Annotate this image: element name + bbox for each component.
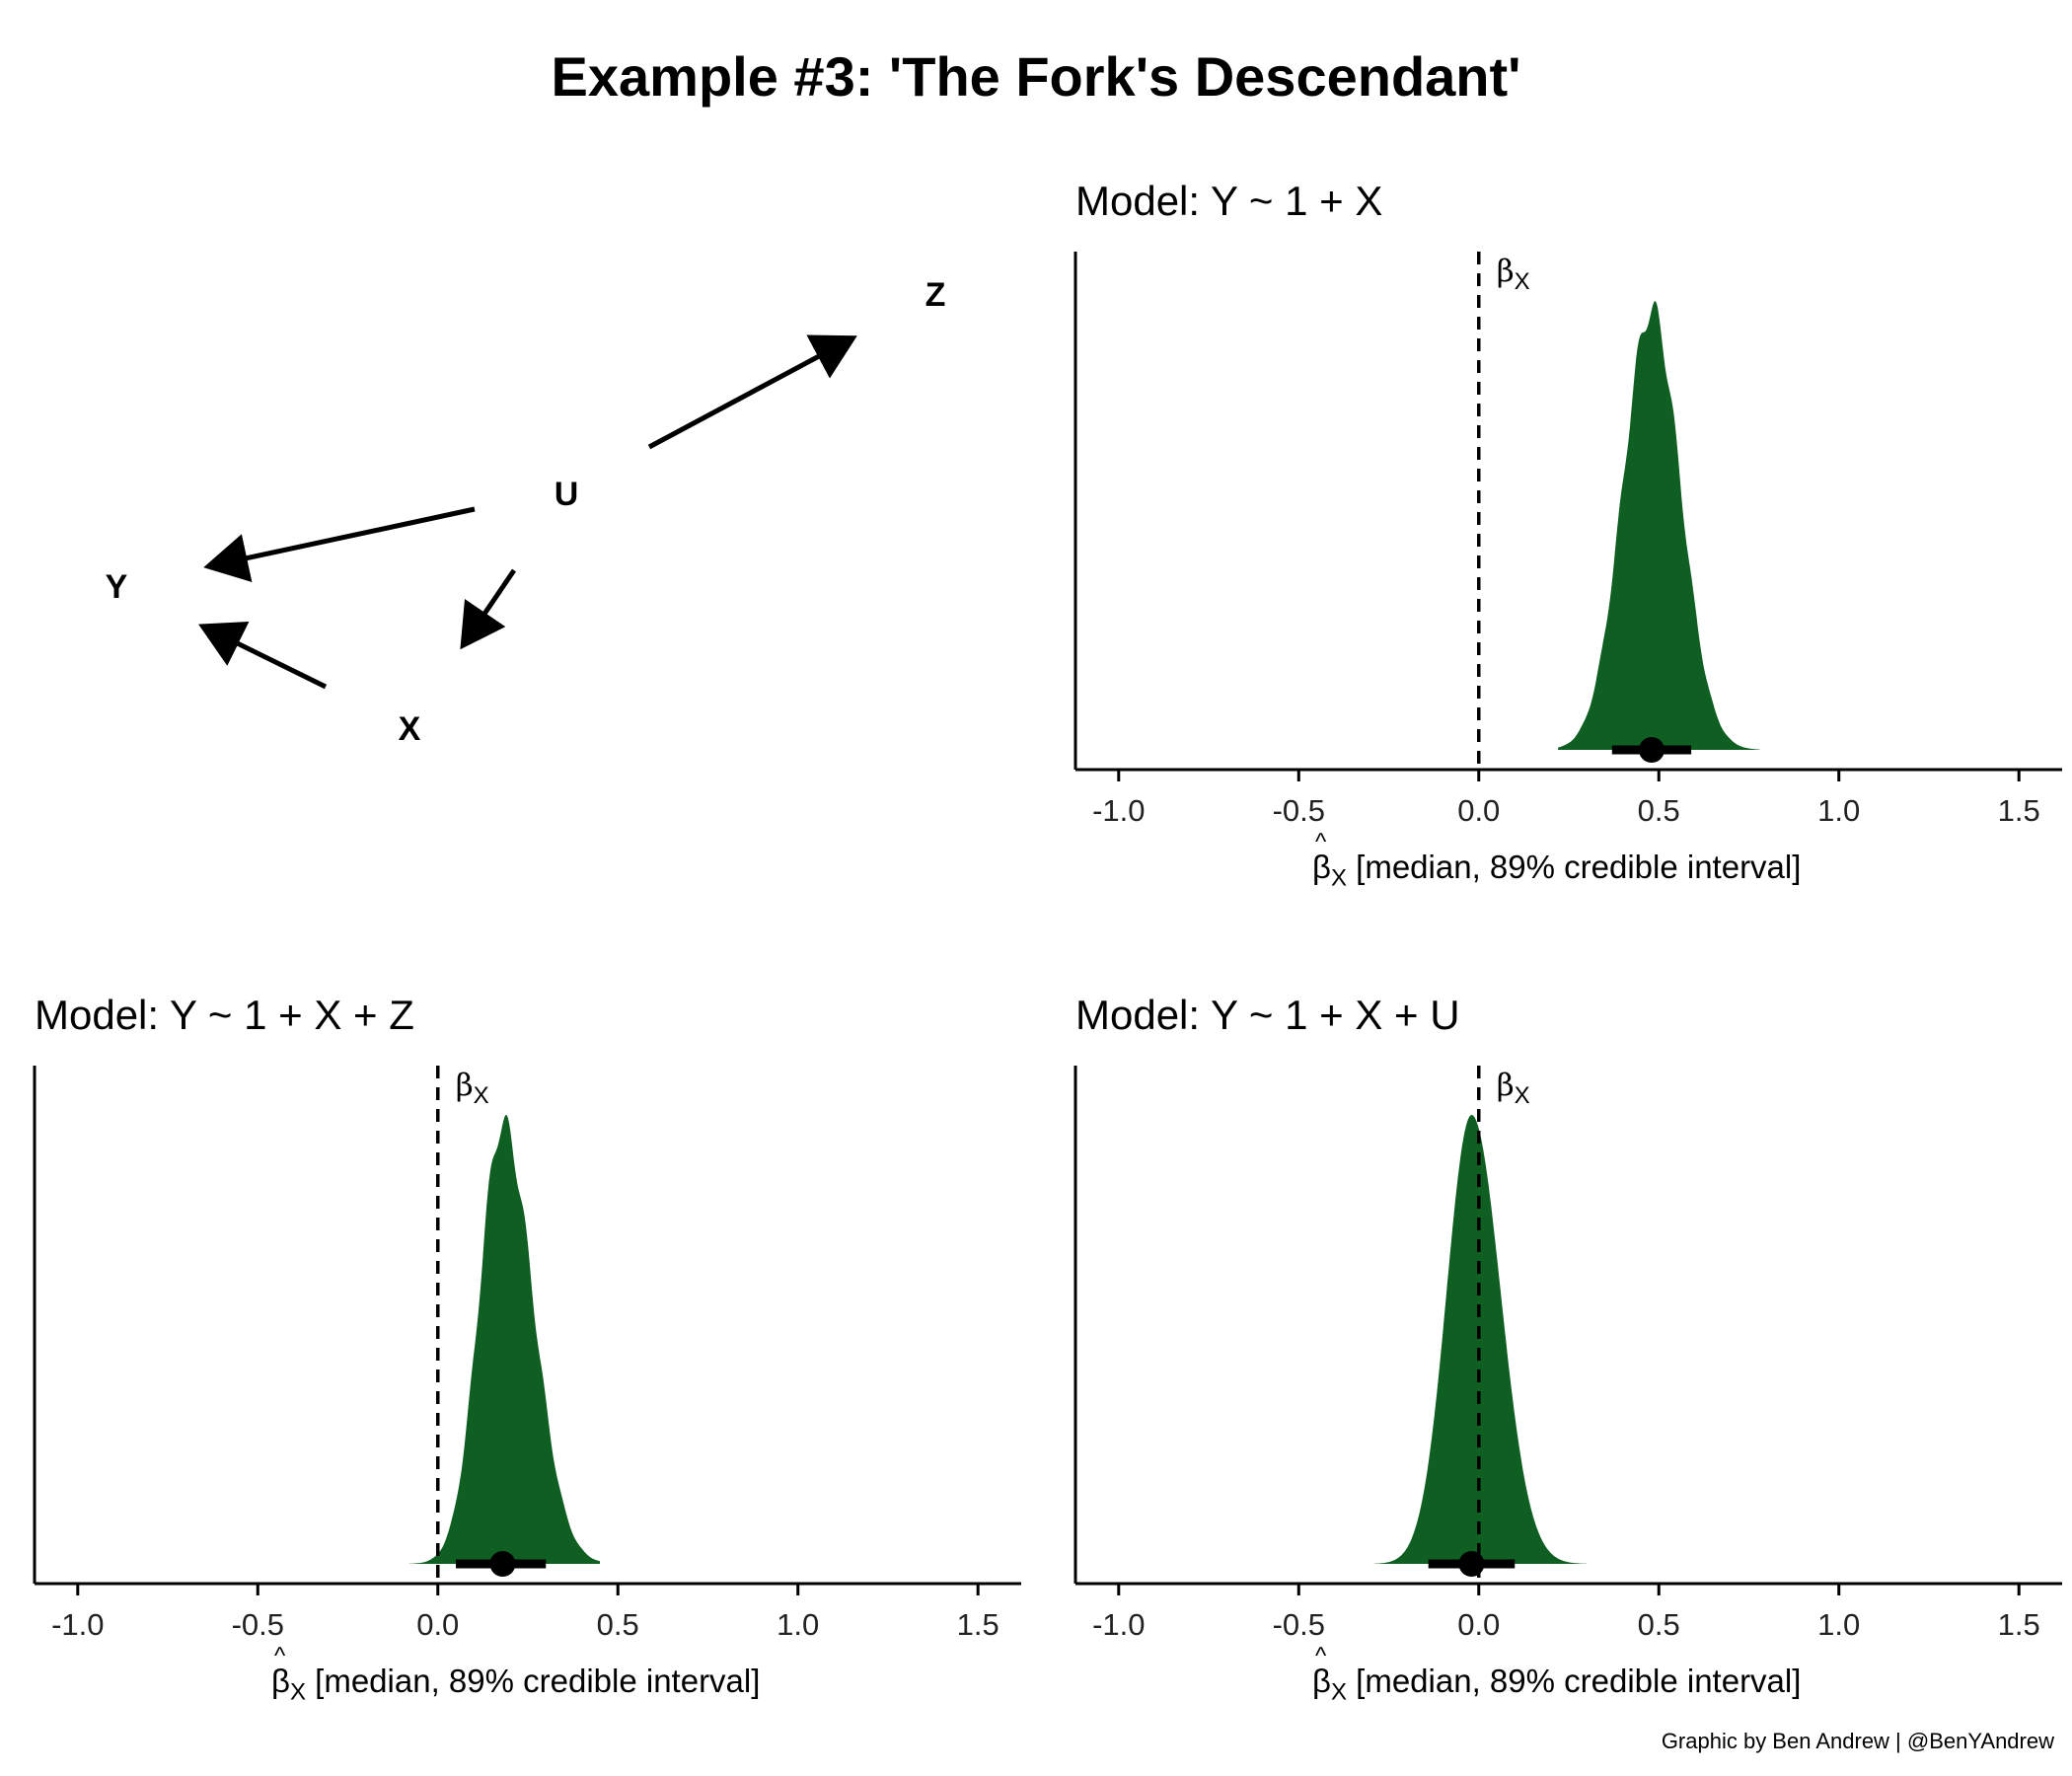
x-tick-label: 0.5 (1638, 1607, 1680, 1642)
plot-area: βX -1.0 -0.5 0.0 0.5 1.0 1.5 (33, 1066, 1021, 1642)
panel-title: Model: Y ~ 1 + X + U (1075, 992, 1460, 1038)
x-tick-label: -0.5 (1273, 1607, 1325, 1642)
dag-edge-u-x (460, 568, 517, 650)
x-tick-label: 0.0 (1457, 1607, 1500, 1642)
dag-diagram: Z U Y X (106, 276, 946, 748)
dag-node-y: Y (106, 568, 128, 606)
x-tick-label: -0.5 (1273, 793, 1325, 828)
dag-node-x: X (399, 710, 421, 748)
plot-area: βX -1.0 -0.5 0.0 0.5 1.0 1.5 (1073, 252, 2062, 828)
xlabel-sub: X (1330, 864, 1347, 892)
dag-node-z: Z (925, 276, 946, 314)
posterior-density (1373, 1115, 1588, 1564)
plot-area: βX -1.0 -0.5 0.0 0.5 1.0 1.5 (1073, 1066, 2062, 1642)
credit-caption: Graphic by Ben Andrew | @BenYAndrew (1661, 1729, 2054, 1753)
x-tick-label: 0.0 (1457, 793, 1500, 828)
xlabel-text: [median, 89% credible interval] (1347, 1663, 1802, 1699)
x-tick-label: 1.5 (1998, 1607, 2040, 1642)
median-point (489, 1551, 516, 1577)
posterior-density (408, 1115, 600, 1564)
xlabel-text: [median, 89% credible interval] (306, 1663, 761, 1699)
xlabel-sub: X (289, 1678, 306, 1706)
x-tick-label: 0.0 (416, 1607, 459, 1642)
x-tick-label: 0.5 (597, 1607, 639, 1642)
x-tick-label: 1.0 (1817, 793, 1860, 828)
posterior-density (1558, 301, 1760, 750)
xlabel-symbol: β (1312, 1643, 1331, 1700)
chart-panel-2: Model: Y ~ 1 + X + Z βX -1.0 -0.5 0.0 0.5 1.0… (33, 982, 1021, 1732)
reference-label: βX (1497, 254, 1530, 295)
median-point (1458, 1551, 1485, 1577)
chart-panel-3: Model: Y ~ 1 + X + U βX -1.0 -0.5 0.0 0.5 1.0… (1073, 982, 2062, 1732)
x-axis-label: βX [median, 89% credible interval] (1312, 1643, 1802, 1707)
panel-title: Model: Y ~ 1 + X + Z (35, 992, 414, 1038)
x-tick-label: -0.5 (232, 1607, 284, 1642)
xlabel-text: [median, 89% credible interval] (1347, 849, 1802, 885)
xlabel-symbol: β (271, 1643, 290, 1700)
x-tick-label: -1.0 (51, 1607, 104, 1642)
xlabel-symbol: β (1312, 829, 1331, 886)
dag-edge-u-y (203, 506, 476, 583)
x-axis-label: βX [median, 89% credible interval] (1312, 829, 1802, 893)
x-tick-label: 1.0 (777, 1607, 819, 1642)
chart-panel-1: Model: Y ~ 1 + X βX -1.0 -0.5 0.0 0.5 1.0 1.5 … (1073, 168, 2062, 918)
median-point (1638, 737, 1665, 763)
panel-title: Model: Y ~ 1 + X (1075, 178, 1383, 224)
x-tick-label: 0.5 (1638, 793, 1680, 828)
figure-title: Example #3: 'The Fork's Descendant' (551, 45, 1521, 108)
x-tick-label: -1.0 (1092, 1607, 1145, 1642)
dag-edge-x-y (198, 622, 328, 690)
x-axis-label: βX [median, 89% credible interval] (271, 1643, 761, 1707)
reference-label: βX (456, 1068, 489, 1109)
dag-node-u: U (555, 476, 579, 513)
dag-edge-u-z (647, 334, 857, 450)
x-tick-label: 1.5 (1998, 793, 2040, 828)
xlabel-sub: X (1330, 1678, 1347, 1706)
reference-label: βX (1497, 1068, 1530, 1109)
x-tick-label: 1.5 (957, 1607, 999, 1642)
x-tick-label: 1.0 (1817, 1607, 1860, 1642)
x-tick-label: -1.0 (1092, 793, 1145, 828)
